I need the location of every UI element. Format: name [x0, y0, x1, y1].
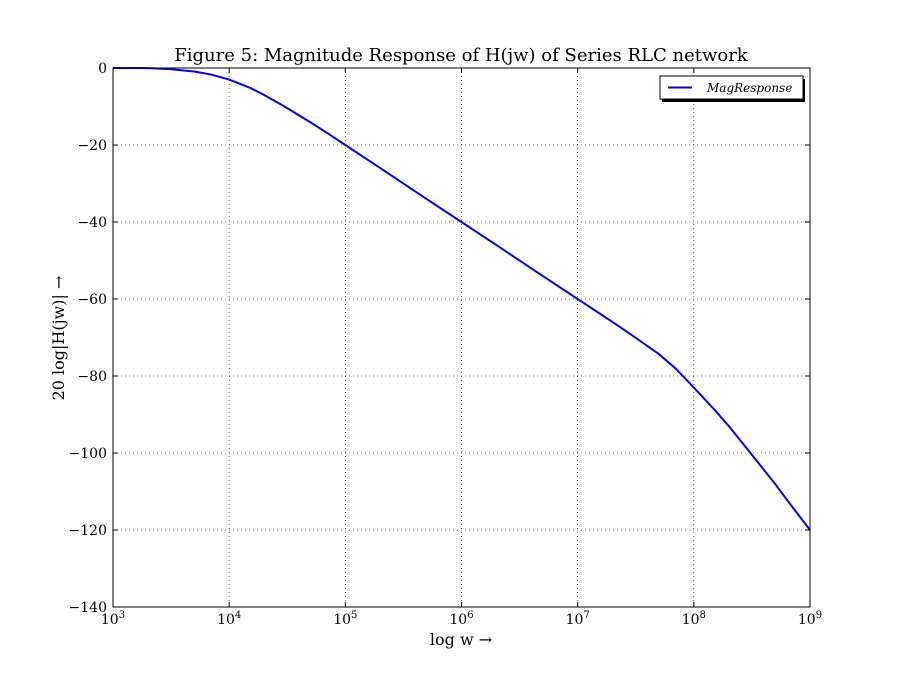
y-tick-label: −120 — [69, 523, 107, 539]
y-tick-label: −100 — [69, 446, 107, 462]
y-tick-label: −140 — [69, 600, 107, 616]
legend: MagResponse — [659, 75, 805, 102]
y-tick-label: 0 — [98, 61, 107, 77]
x-axis-label: log w → — [430, 630, 492, 649]
x-tick-label: 107 — [566, 610, 590, 628]
x-tick-label: 106 — [449, 610, 473, 628]
legend-label: MagResponse — [706, 81, 792, 95]
plot-area — [112, 67, 811, 531]
series-line-magresponse — [112, 67, 811, 531]
ticks: 103 104 105 106 107 108 109 0 −20 −40 −60 −80 −100 −1… — [69, 61, 823, 628]
grid — [113, 68, 810, 607]
x-tick-label: 104 — [217, 610, 241, 628]
y-tick-label: −20 — [77, 138, 107, 154]
chart-title: Figure 5: Magnitude Response of H(jw) of… — [174, 45, 749, 66]
y-axis-label: 20 log|H(jw)| → — [49, 276, 68, 401]
y-tick-label: −40 — [77, 215, 107, 231]
x-tick-label: 105 — [333, 610, 357, 628]
y-tick-label: −80 — [77, 369, 107, 385]
x-tick-label: 108 — [682, 610, 706, 628]
x-tick-label: 109 — [798, 610, 822, 628]
legend-box — [659, 75, 804, 100]
x-tick-label: 103 — [101, 610, 125, 628]
y-tick-label: −60 — [77, 292, 107, 308]
